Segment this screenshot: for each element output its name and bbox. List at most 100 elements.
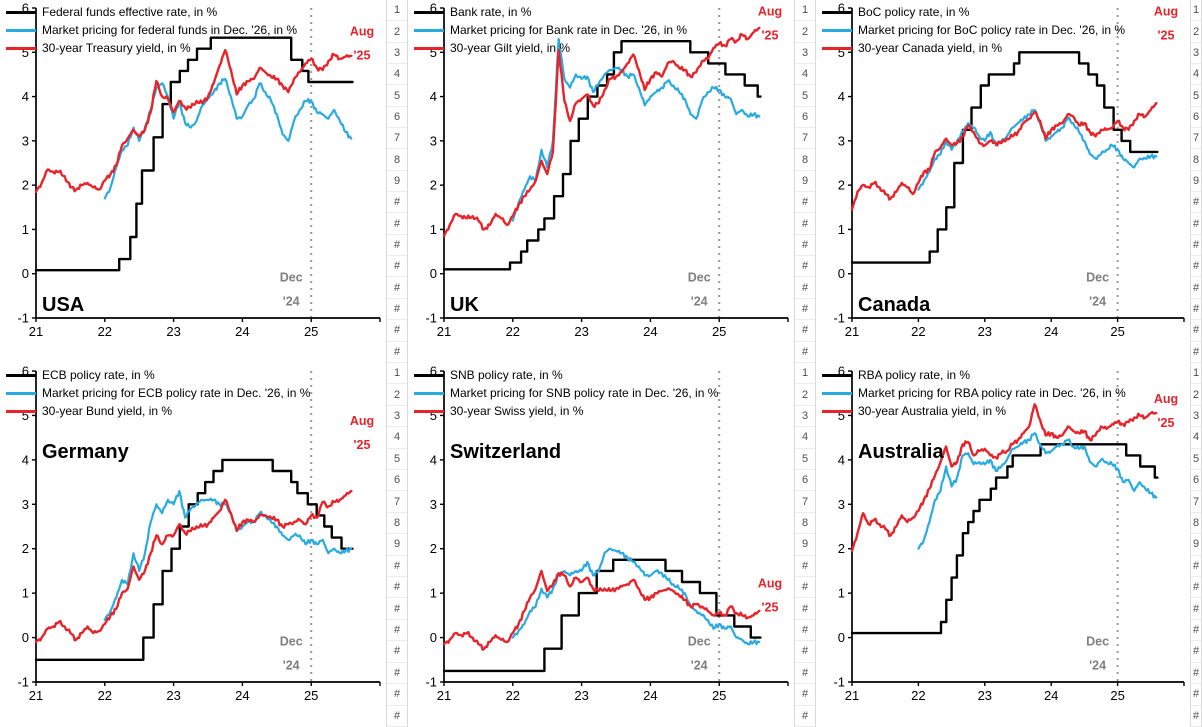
legend-line-swatch (822, 46, 852, 50)
svg-text:0: 0 (838, 266, 845, 281)
svg-text:'24: '24 (283, 659, 300, 673)
spreadsheet-cell: 7 (795, 128, 815, 150)
spreadsheet-cell: 9 (1191, 171, 1201, 193)
legend-label: Bank rate, in % (450, 5, 532, 19)
svg-text:6: 6 (22, 364, 29, 379)
spreadsheet-cell: 1 (387, 363, 407, 385)
svg-text:Dec: Dec (1086, 271, 1109, 285)
legend-line-swatch (822, 10, 852, 14)
chart-legend: BoC policy rate, in % Market pricing for … (822, 3, 1125, 57)
legend-item: Market pricing for BoC policy rate in De… (822, 21, 1125, 39)
svg-text:0: 0 (430, 630, 437, 645)
svg-text:Dec: Dec (1086, 635, 1109, 649)
spreadsheet-cell: # (795, 320, 815, 342)
spreadsheet-cell: # (795, 577, 815, 599)
svg-text:1: 1 (838, 586, 845, 601)
svg-text:4: 4 (430, 452, 437, 467)
svg-text:23: 23 (574, 688, 588, 703)
svg-text:22: 22 (911, 688, 925, 703)
chart-legend: ECB policy rate, in % Market pricing for … (6, 366, 310, 420)
spreadsheet-cell: # (387, 556, 407, 578)
legend-label: 30-year Australia yield, in % (858, 404, 1007, 418)
svg-text:23: 23 (978, 688, 992, 703)
spreadsheet-cell: 3 (1191, 406, 1201, 428)
svg-text:22: 22 (911, 324, 925, 339)
spreadsheet-cell: # (795, 620, 815, 642)
svg-text:Dec: Dec (280, 635, 303, 649)
spreadsheet-cell: 1 (1191, 363, 1201, 385)
spreadsheet-cell: # (1191, 641, 1201, 663)
svg-text:1: 1 (22, 222, 29, 237)
svg-text:25: 25 (304, 688, 318, 703)
legend-label: Market pricing for ECB policy rate in De… (42, 386, 311, 400)
spreadsheet-cell: # (795, 556, 815, 578)
legend-line-swatch (6, 28, 36, 32)
spreadsheet-cell: 7 (795, 491, 815, 513)
svg-text:-1: -1 (833, 675, 845, 690)
svg-text:5: 5 (22, 45, 29, 60)
spreadsheet-cell: # (1191, 684, 1201, 706)
spreadsheet-cell: 2 (795, 384, 815, 406)
svg-text:-1: -1 (425, 311, 437, 326)
svg-text:Dec: Dec (688, 271, 711, 285)
svg-text:3: 3 (838, 497, 845, 512)
spreadsheet-cell: # (795, 192, 815, 214)
spreadsheet-cell: 7 (1191, 491, 1201, 513)
legend-item: Bank rate, in % (414, 3, 687, 21)
chart-legend: SNB policy rate, in % Market pricing for … (414, 366, 718, 420)
legend-label: Market pricing for federal funds in Dec.… (42, 23, 298, 37)
chart-germany: Germany ECB policy rate, in % Market pric… (0, 363, 386, 727)
legend-line-swatch (6, 373, 36, 377)
legend-line-swatch (822, 391, 852, 395)
spreadsheet-cell: # (387, 706, 407, 727)
spreadsheet-cell: 4 (1191, 427, 1201, 449)
svg-text:6: 6 (838, 1, 845, 16)
country-label: Canada (858, 294, 931, 316)
svg-text:Aug: Aug (1154, 5, 1178, 19)
spreadsheet-cell: 5 (1191, 449, 1201, 471)
svg-text:Dec: Dec (688, 635, 711, 649)
legend-label: ECB policy rate, in % (42, 368, 155, 382)
spreadsheet-cell: # (1191, 663, 1201, 685)
svg-text:2: 2 (838, 541, 845, 556)
svg-text:23: 23 (166, 324, 180, 339)
svg-text:6: 6 (22, 1, 29, 16)
spreadsheet-cell: 1 (1191, 0, 1201, 22)
spreadsheet-cell: 7 (387, 128, 407, 150)
legend-line-swatch (6, 391, 36, 395)
svg-text:Aug: Aug (350, 414, 374, 428)
svg-text:0: 0 (22, 266, 29, 281)
svg-text:Aug: Aug (350, 24, 374, 38)
svg-text:24: 24 (235, 324, 249, 339)
spreadsheet-cell: # (1191, 706, 1201, 727)
spreadsheet-cell: # (387, 577, 407, 599)
legend-item: 30-year Treasury yield, in % (6, 39, 297, 57)
spreadsheet-cell: 6 (795, 470, 815, 492)
spreadsheet-cell: # (795, 706, 815, 727)
svg-text:4: 4 (838, 89, 845, 104)
legend-item: Market pricing for federal funds in Dec.… (6, 21, 297, 39)
spreadsheet-cell: 4 (1191, 64, 1201, 86)
chart-australia: Australia RBA policy rate, in % Market pr… (816, 363, 1190, 727)
svg-text:Dec: Dec (280, 271, 303, 285)
svg-text:22: 22 (98, 688, 112, 703)
svg-text:21: 21 (845, 324, 859, 339)
country-label: USA (42, 294, 85, 316)
country-label: UK (450, 294, 479, 316)
spreadsheet-cell: # (387, 192, 407, 214)
spreadsheet-cell: # (1191, 256, 1201, 278)
svg-text:4: 4 (838, 452, 845, 467)
spreadsheet-cell: 7 (1191, 128, 1201, 150)
svg-text:24: 24 (235, 688, 249, 703)
svg-text:1: 1 (430, 222, 437, 237)
spreadsheet-cell: 9 (795, 534, 815, 556)
legend-line-swatch (414, 10, 444, 14)
spreadsheet-cell: 6 (795, 107, 815, 129)
svg-text:0: 0 (22, 630, 29, 645)
svg-text:5: 5 (838, 408, 845, 423)
svg-text:1: 1 (22, 586, 29, 601)
